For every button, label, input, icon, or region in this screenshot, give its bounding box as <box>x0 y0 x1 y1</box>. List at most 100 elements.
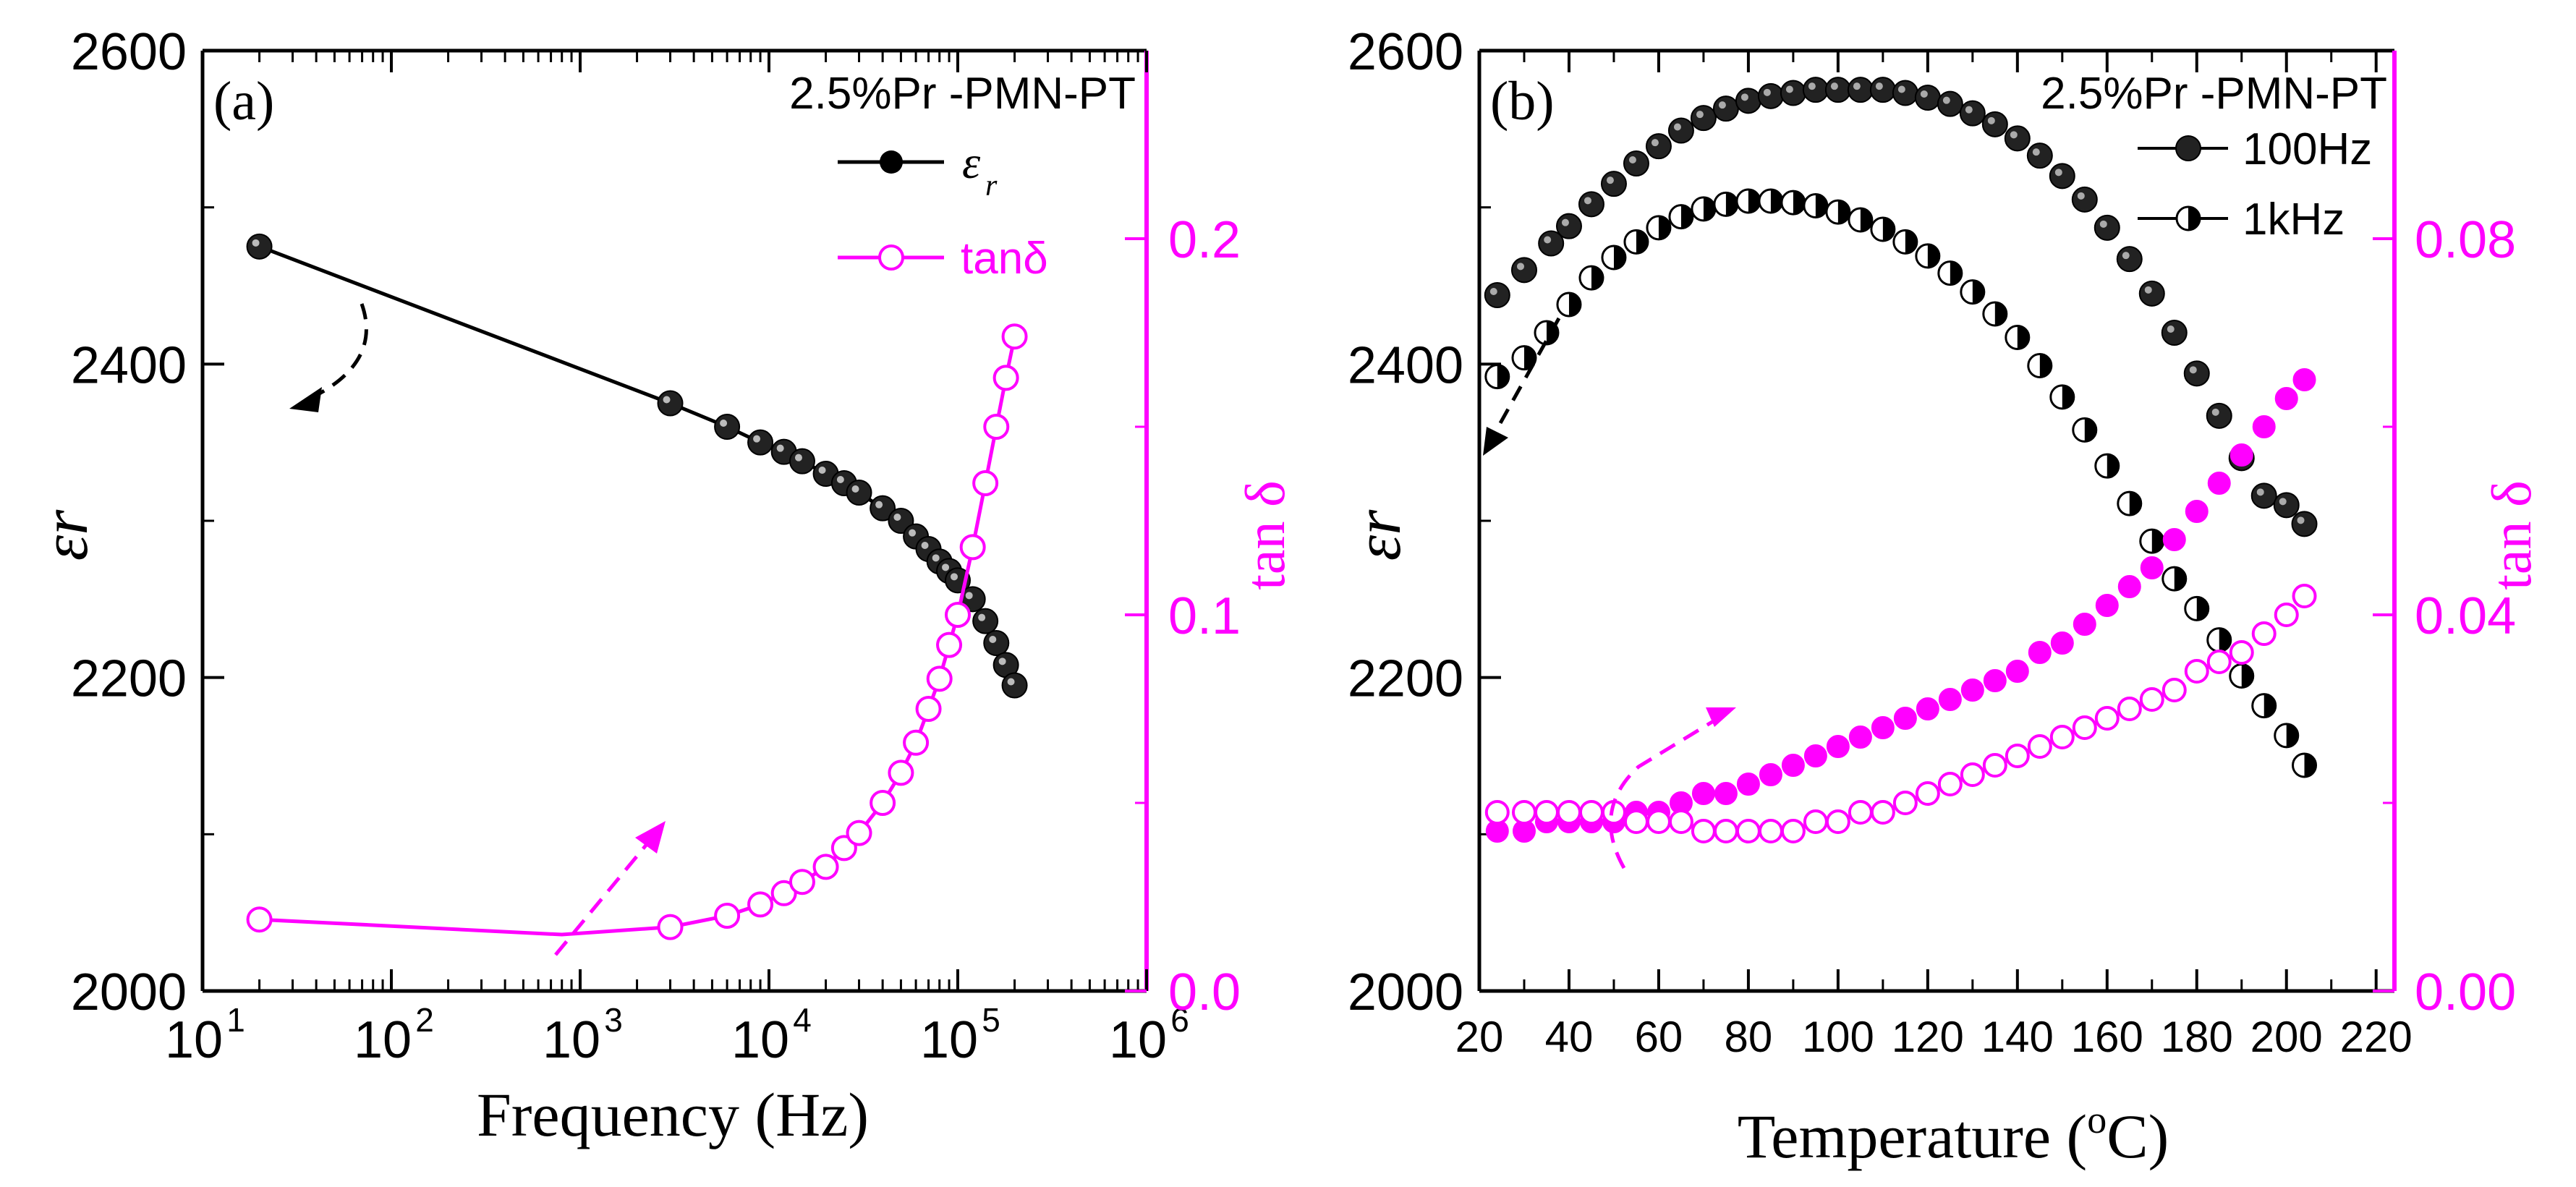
data-point-1khz-er-half <box>1994 302 2007 326</box>
x-tick-label: 40 <box>1545 1013 1594 1061</box>
y-left-axis-title: εr <box>1343 509 1414 561</box>
data-point-1khz-tan <box>1534 800 1559 825</box>
data-point-1khz-er-half <box>2107 454 2119 478</box>
legend-label-er: ε <box>962 137 981 188</box>
series-line-er <box>258 244 1016 686</box>
data-point-er-highlight <box>893 514 901 521</box>
data-point-100hz-er <box>2093 214 2120 241</box>
data-point-1khz-er-half <box>2151 529 2164 553</box>
data-point-1khz-er-half <box>2017 326 2029 349</box>
data-point-100hz-er <box>1914 85 1941 111</box>
data-point-1khz-er-half <box>1972 280 1984 304</box>
arrow-er-dashed <box>302 303 368 404</box>
data-point-er <box>657 390 684 417</box>
data-point-tan <box>246 906 273 933</box>
data-point-100hz-tan <box>2050 631 2074 655</box>
data-point-er-highlight <box>978 613 986 621</box>
data-point-100hz-tan <box>2140 556 2164 579</box>
data-point-highlight <box>1718 101 1726 109</box>
y-left-axis-title: εr <box>30 509 101 561</box>
data-point-1khz-tan <box>2072 715 2097 740</box>
data-point-1khz-er-half <box>1860 208 1872 231</box>
data-point-100hz-er <box>2116 246 2143 273</box>
data-point-1khz-er-half <box>1680 205 1693 229</box>
data-point-1khz-tan <box>2229 640 2254 665</box>
data-point-1khz-er-half <box>2084 418 2096 442</box>
data-point-100hz-tan <box>1781 754 1805 777</box>
data-point-highlight <box>1489 288 1497 295</box>
data-point-100hz-tan <box>2207 472 2231 495</box>
y-left-tick-label: 2200 <box>1348 650 1463 708</box>
data-point-1khz-er-half <box>1725 192 1738 216</box>
data-point-100hz-tan <box>1826 735 1850 758</box>
data-point-1khz-tan <box>2251 621 2277 646</box>
data-point-highlight <box>1897 85 1905 93</box>
data-point-1khz-tan <box>1735 819 1761 843</box>
data-point-highlight <box>1763 88 1771 96</box>
data-point-highlight <box>2144 286 2152 294</box>
legend-marker-tan <box>878 244 904 271</box>
data-point-100hz-tan <box>1848 726 1872 749</box>
data-point-er <box>714 414 741 440</box>
panel-b: 20 40 60 80 100 120 140 160 180 200 220 2000 2200 240… <box>1343 23 2543 1171</box>
x-tick-label: 160 <box>2071 1013 2143 1061</box>
y-left-tick-label: 2400 <box>1348 336 1463 394</box>
data-point-1khz-er-half <box>1950 261 1962 285</box>
x-axis-title-degree: o <box>2087 1098 2107 1141</box>
x-tick-exponent: 1 <box>226 1001 245 1039</box>
data-point-1khz-tan <box>2139 687 2164 712</box>
data-point-1khz-er-half <box>2039 354 2052 378</box>
data-point-1khz-tan <box>2005 744 2030 768</box>
data-point-highlight <box>2032 148 2040 156</box>
data-point-1khz-er-half <box>2263 694 2276 718</box>
x-tick-label: 200 <box>2250 1013 2323 1061</box>
data-point-highlight <box>2189 366 2197 374</box>
data-point-highlight <box>1628 156 1636 163</box>
data-point-100hz-er <box>1780 80 1806 106</box>
data-point-100hz-er <box>1847 77 1874 103</box>
data-point-1khz-tan <box>1937 772 1963 796</box>
data-point-100hz-er <box>1600 171 1627 197</box>
data-point-1khz-er-half <box>1815 194 1827 218</box>
legend-marker-er <box>880 150 903 174</box>
data-point-100hz-er <box>1735 88 1761 114</box>
data-point-100hz-tan <box>2028 641 2052 664</box>
y-right-tick-label: 0.00 <box>2415 963 2516 1021</box>
data-point-100hz-tan <box>1714 782 1738 805</box>
data-point-tan <box>830 835 857 861</box>
data-point-1khz-tan <box>2094 706 2120 731</box>
data-point-tan <box>770 880 797 906</box>
data-point-100hz-tan <box>1893 707 1917 730</box>
data-point-100hz-tan <box>2095 594 2119 617</box>
arrow-tan-head <box>635 821 666 854</box>
data-point-100hz-er <box>2206 402 2232 429</box>
data-point-highlight <box>1696 111 1704 119</box>
data-point-100hz-er <box>2250 482 2277 509</box>
data-point-1khz-er-half <box>1703 197 1715 221</box>
data-point-100hz-er <box>1645 133 1672 160</box>
data-point-highlight <box>1561 218 1569 226</box>
legend-label-100hz: 100Hz <box>2243 124 2372 174</box>
data-point-1khz-tan <box>1892 791 1918 815</box>
data-point-100hz-tan <box>1736 773 1760 796</box>
data-point-er-highlight <box>252 239 260 247</box>
data-point-1khz-tan <box>2049 725 2075 749</box>
data-point-1khz-er-half <box>2196 597 2209 621</box>
data-point-highlight <box>2297 516 2305 524</box>
data-point-er-highlight <box>909 529 917 537</box>
data-point-1khz-er-half <box>1793 191 1805 215</box>
data-point-100hz-er <box>1555 213 1582 239</box>
data-point-tan <box>959 534 986 561</box>
data-point-tan <box>812 854 839 880</box>
x-tick-label: 220 <box>2340 1013 2413 1061</box>
x-tick-label: 140 <box>1981 1013 2054 1061</box>
data-point-highlight <box>2010 131 2018 139</box>
data-point-1khz-er-half <box>2129 492 2141 516</box>
data-point-1khz-er-half <box>2062 385 2074 409</box>
x-tick-label: 10 <box>920 1011 978 1069</box>
data-point-1khz-er-half <box>1927 244 1939 268</box>
data-point-tan <box>903 729 930 756</box>
data-point-1khz-tan <box>1915 781 1940 806</box>
data-point-tan <box>945 602 971 628</box>
